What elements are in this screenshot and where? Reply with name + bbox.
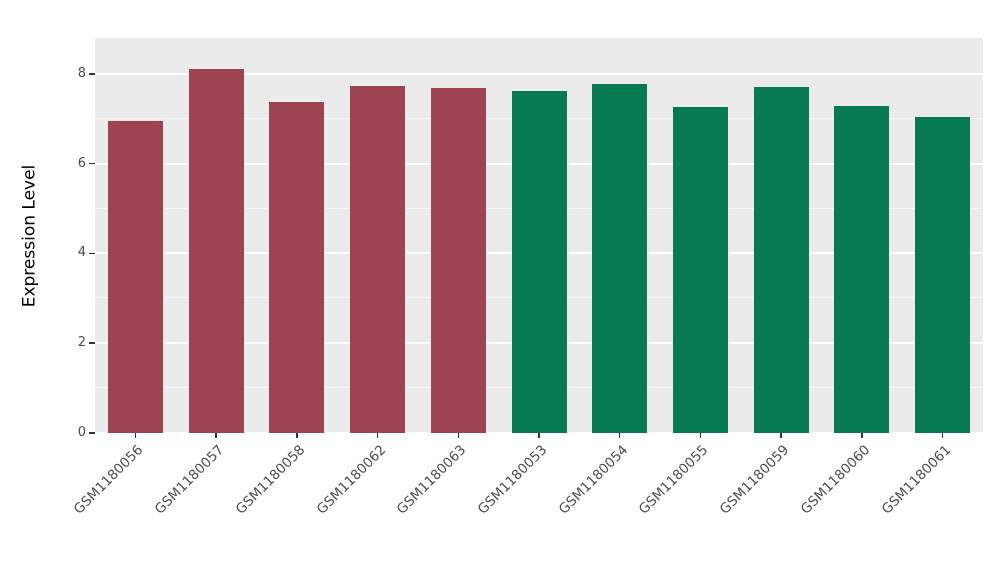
bar (834, 106, 889, 433)
x-tick-label: GSM1180053 (474, 442, 551, 518)
bar (189, 69, 244, 433)
x-tick-label: GSM1180057 (151, 442, 228, 518)
x-tick-label: GSM1180060 (797, 442, 874, 518)
x-tick-label: GSM1180054 (555, 442, 632, 518)
bar (673, 106, 728, 433)
bar (592, 83, 647, 433)
bar (915, 116, 970, 433)
gridline-major (95, 72, 983, 75)
x-tick-label: GSM1180055 (636, 442, 712, 518)
y-axis-title: Expression Level (19, 164, 39, 307)
y-axis-title-wrap: Expression Level (12, 38, 46, 433)
x-tick-label: GSM1180058 (232, 442, 309, 518)
x-tick-label: GSM1180062 (313, 442, 389, 518)
plot-panel (95, 38, 983, 434)
bar (754, 87, 809, 433)
x-tick-label: GSM1180061 (878, 442, 954, 518)
bar (512, 90, 567, 433)
bar (108, 121, 163, 433)
x-tick-label: GSM1180059 (716, 442, 793, 518)
bar (350, 86, 405, 433)
bar (431, 88, 486, 433)
bar (269, 101, 324, 433)
x-tick-label: GSM1180063 (394, 442, 470, 518)
x-tick-label: GSM1180056 (71, 442, 147, 518)
